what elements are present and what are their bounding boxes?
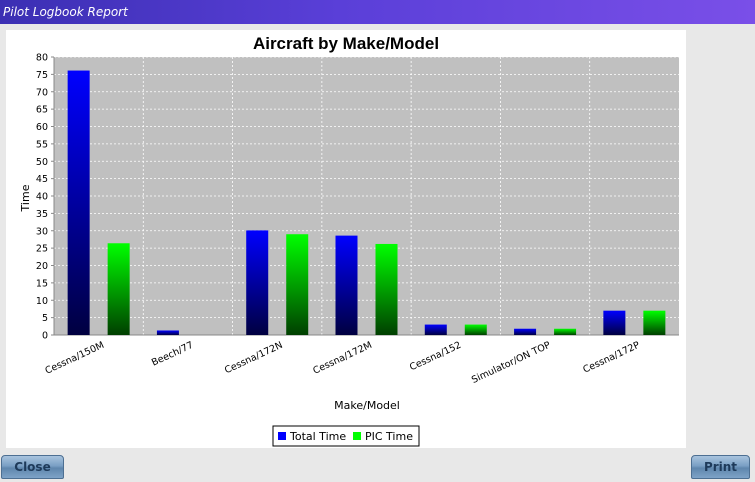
bar-chart: Aircraft by Make/Model 0 5 10 15 20 25 30 35 40 4… [19, 34, 679, 447]
y-tick-label: 55 [36, 139, 48, 150]
legend-label-total-time: Total Time [289, 430, 346, 443]
y-tick-label: 15 [36, 278, 48, 289]
x-tick-label: Cessna/150M [43, 340, 105, 377]
y-tick-label: 80 [36, 53, 48, 64]
x-tick-label: Cessna/172M [311, 340, 373, 377]
bar-total-time [514, 328, 537, 335]
y-tick-label: 70 [36, 87, 48, 98]
y-tick-label: 40 [36, 192, 48, 203]
bar-total-time [67, 70, 90, 336]
y-tick-label: 35 [36, 209, 48, 220]
x-axis-label: Make/Model [334, 399, 400, 412]
bar-pic-time [286, 234, 309, 335]
y-tick-label: 0 [42, 331, 48, 342]
y-tick-label: 20 [36, 261, 48, 272]
bar-total-time [156, 330, 179, 335]
y-tick-label: 45 [36, 174, 48, 185]
legend-label-pic-time: PIC Time [365, 430, 413, 443]
bar-pic-time [554, 328, 577, 335]
legend-swatch-total-time [278, 432, 286, 440]
close-button[interactable]: Close [1, 455, 64, 479]
x-tick-label: Beech/77 [150, 340, 195, 369]
bar-pic-time [107, 243, 130, 335]
x-tick-label: Simulator/ON TOP [470, 340, 553, 386]
bar-total-time [335, 235, 358, 335]
x-tick-label: Cessna/172P [581, 340, 641, 376]
y-tick-label: 60 [36, 122, 48, 133]
y-tick-label: 50 [36, 157, 48, 168]
print-button[interactable]: Print [691, 455, 750, 479]
bar-total-time [246, 230, 269, 335]
y-tick-label: 75 [36, 70, 48, 81]
chart-title: Aircraft by Make/Model [253, 34, 439, 53]
y-tick-label: 30 [36, 226, 48, 237]
y-tick-label: 65 [36, 105, 48, 116]
bar-pic-time [643, 310, 666, 335]
plot-area: 0 5 10 15 20 25 30 35 40 45 50 55 60 65 70 75 80 Cessna/1… [36, 53, 679, 386]
x-tick-label: Cessna/152 [408, 340, 463, 373]
legend-swatch-pic-time [353, 432, 361, 440]
window-title: Pilot Logbook Report [0, 0, 755, 24]
bar-total-time [603, 310, 626, 335]
chart-panel: Aircraft by Make/Model 0 5 10 15 20 25 30 35 40 4… [6, 30, 686, 448]
bar-pic-time [464, 324, 487, 335]
x-tick-label: Cessna/172N [223, 340, 284, 376]
y-tick-label: 5 [42, 313, 48, 324]
bar-total-time [424, 324, 447, 335]
bar-pic-time [375, 243, 398, 335]
y-tick-label: 10 [36, 296, 48, 307]
chart-legend: Total Time PIC Time [272, 425, 420, 447]
y-axis-label: Time [19, 184, 32, 212]
y-tick-label: 25 [36, 244, 48, 255]
